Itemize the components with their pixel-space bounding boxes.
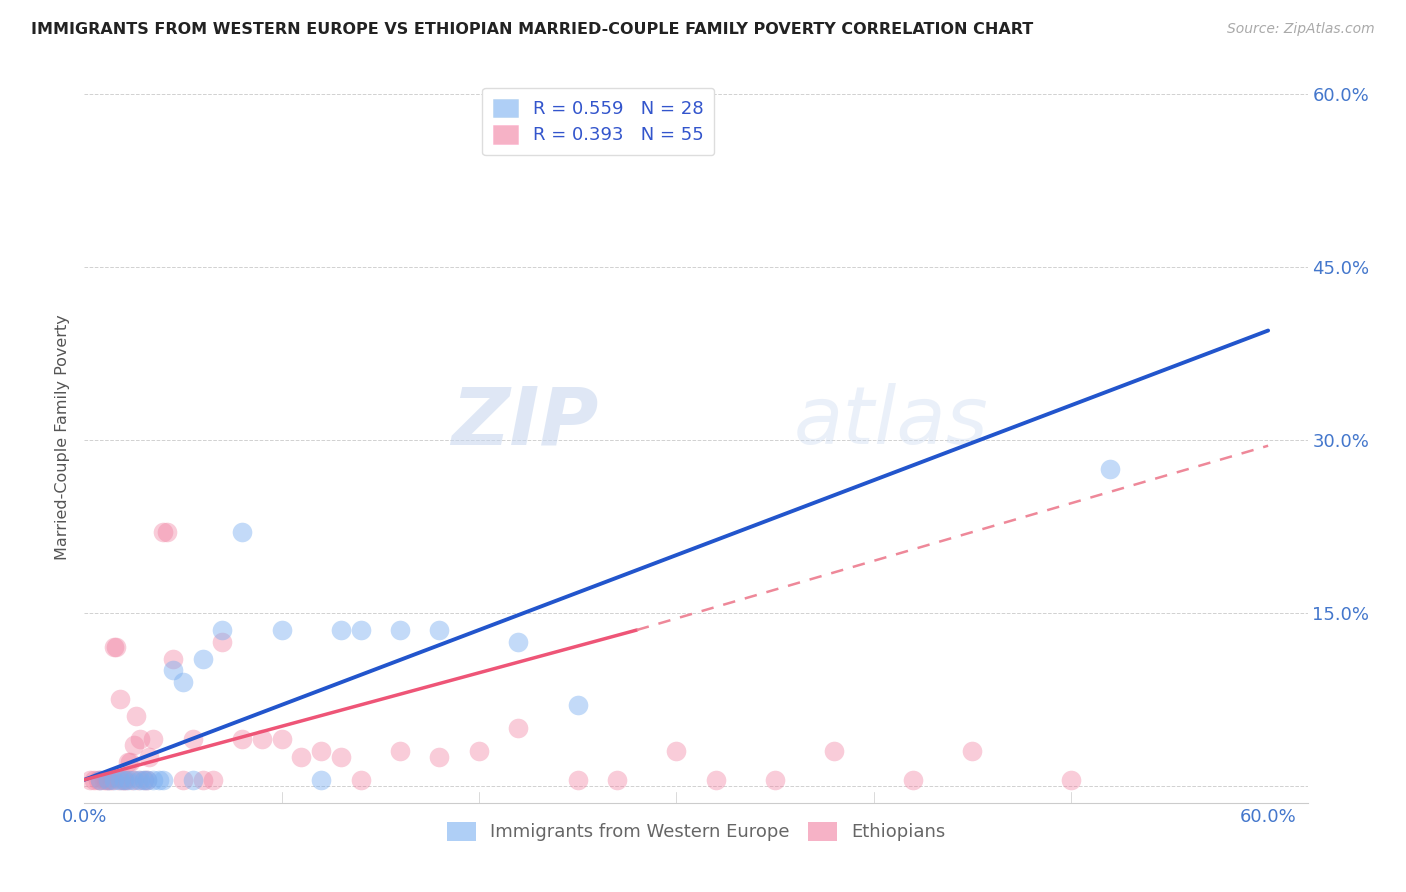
Point xyxy=(79,772,101,787)
Point xyxy=(122,738,145,752)
Point xyxy=(117,772,139,787)
Point xyxy=(89,772,111,787)
Point xyxy=(201,772,224,787)
Point xyxy=(270,732,292,747)
Point xyxy=(1060,772,1083,787)
Point xyxy=(152,772,174,787)
Text: atlas: atlas xyxy=(794,384,988,461)
Point xyxy=(704,772,727,787)
Point xyxy=(349,623,371,637)
Point xyxy=(108,772,131,787)
Point xyxy=(349,772,371,787)
Y-axis label: Married-Couple Family Poverty: Married-Couple Family Poverty xyxy=(55,314,70,560)
Point xyxy=(114,772,136,787)
Text: ZIP: ZIP xyxy=(451,384,598,461)
Text: Source: ZipAtlas.com: Source: ZipAtlas.com xyxy=(1227,22,1375,37)
Point xyxy=(132,772,155,787)
Point xyxy=(270,623,292,637)
Point xyxy=(83,772,105,787)
Point xyxy=(309,744,332,758)
Point xyxy=(901,772,924,787)
Point xyxy=(97,772,120,787)
Point xyxy=(468,744,491,758)
Point xyxy=(87,772,110,787)
Point xyxy=(231,732,253,747)
Point xyxy=(136,772,159,787)
Point xyxy=(93,772,115,787)
Point xyxy=(231,525,253,540)
Point xyxy=(181,732,204,747)
Point xyxy=(108,692,131,706)
Point xyxy=(127,772,149,787)
Point xyxy=(124,709,146,723)
Point xyxy=(1099,462,1122,476)
Point xyxy=(191,772,214,787)
Point xyxy=(121,772,143,787)
Point xyxy=(172,674,194,689)
Point xyxy=(136,772,159,787)
Point xyxy=(211,634,233,648)
Point xyxy=(429,623,451,637)
Point xyxy=(960,744,983,758)
Point xyxy=(122,772,145,787)
Point xyxy=(101,772,124,787)
Point xyxy=(606,772,628,787)
Point xyxy=(103,772,125,787)
Point xyxy=(128,772,150,787)
Point xyxy=(763,772,786,787)
Point xyxy=(389,744,412,758)
Point xyxy=(103,640,125,655)
Point xyxy=(181,772,204,787)
Point xyxy=(148,772,170,787)
Point xyxy=(250,732,273,747)
Text: IMMIGRANTS FROM WESTERN EUROPE VS ETHIOPIAN MARRIED-COUPLE FAMILY POVERTY CORREL: IMMIGRANTS FROM WESTERN EUROPE VS ETHIOP… xyxy=(31,22,1033,37)
Point xyxy=(97,772,120,787)
Point xyxy=(429,749,451,764)
Point xyxy=(138,749,160,764)
Point xyxy=(172,772,194,787)
Point xyxy=(823,744,845,758)
Legend: Immigrants from Western Europe, Ethiopians: Immigrants from Western Europe, Ethiopia… xyxy=(440,814,952,848)
Point xyxy=(117,756,139,770)
Point xyxy=(104,640,127,655)
Point xyxy=(567,698,589,712)
Point xyxy=(128,732,150,747)
Point xyxy=(508,634,530,648)
Point xyxy=(118,756,141,770)
Point xyxy=(142,772,165,787)
Point xyxy=(508,721,530,735)
Point xyxy=(567,772,589,787)
Point xyxy=(290,749,312,764)
Point xyxy=(156,525,179,540)
Point xyxy=(191,652,214,666)
Point xyxy=(211,623,233,637)
Point xyxy=(112,772,135,787)
Point xyxy=(329,749,352,764)
Point xyxy=(89,772,111,787)
Point xyxy=(98,772,121,787)
Point xyxy=(111,772,134,787)
Point xyxy=(309,772,332,787)
Point xyxy=(152,525,174,540)
Point xyxy=(142,732,165,747)
Point xyxy=(389,623,412,637)
Point xyxy=(162,652,184,666)
Point xyxy=(94,772,117,787)
Point xyxy=(665,744,688,758)
Point xyxy=(112,772,135,787)
Point xyxy=(162,663,184,677)
Point xyxy=(132,772,155,787)
Point xyxy=(329,623,352,637)
Point xyxy=(107,772,129,787)
